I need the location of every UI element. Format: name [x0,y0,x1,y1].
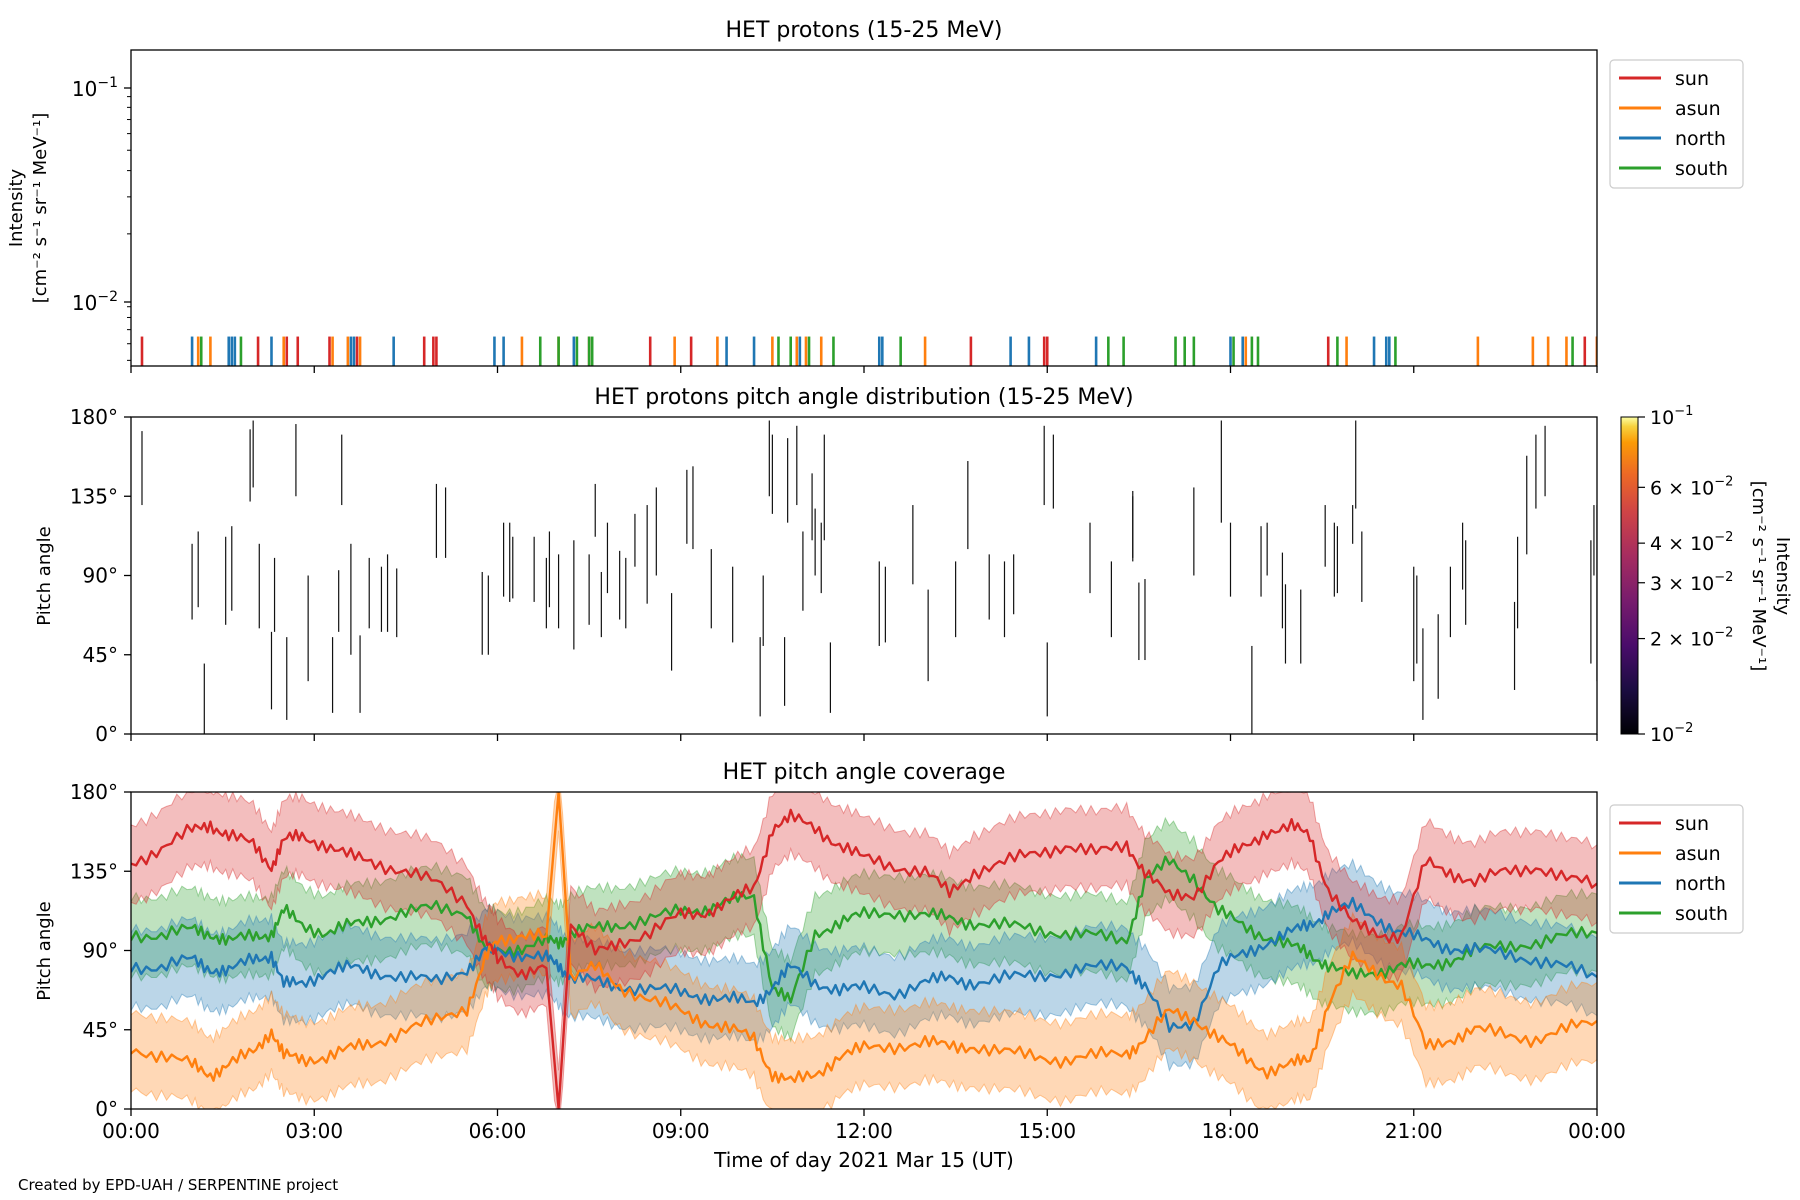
panel1-title: HET protons (15-25 MeV) [726,18,1003,43]
xtick-label: 15:00 [1018,1119,1076,1143]
panel1-xticks [130,366,1598,373]
legend3-sun: sun [1619,813,1709,835]
xtick-label: 06:00 [469,1119,527,1143]
ytick-label: 0° [95,1097,118,1121]
legend1-north-label: north [1675,128,1726,150]
panel1-ytick-label-2: 10−2 [72,289,118,315]
colorbar-tick-label: 10−1 [1650,404,1693,429]
colorbar-tick-label: 3 × 10−2 [1650,570,1733,595]
intensity-spikes [140,336,1597,366]
colorbar-tick-label: 2 × 10−2 [1650,626,1733,651]
legend3-asun-label: asun [1675,843,1721,865]
legend3-sun-label: sun [1675,813,1709,835]
legend1-south-label: south [1675,158,1728,180]
sun-band [131,792,1597,1109]
credit-footer: Created by EPD-UAH / SERPENTINE project [18,1176,339,1194]
sun-line [131,808,1597,1109]
ytick-label: 45° [83,1018,118,1042]
panel1-ytick-label-1: 10−1 [72,75,118,101]
panel3-xlabel: Time of day 2021 Mar 15 (UT) [713,1148,1014,1172]
north-band [131,857,1597,1072]
asun-line [131,792,1597,1084]
ytick-label: 135° [70,859,118,883]
legend3-asun: asun [1619,843,1721,865]
ytick-label: 45° [83,643,118,667]
colorbar-gradient [1620,416,1639,735]
legend1-sun: sun [1619,68,1709,90]
colorbar-label-line2: [cm⁻² s⁻¹ sr⁻¹ MeV⁻¹] [1748,481,1769,672]
panel3-yticks: 0° 45° 90° 135° 180° [70,780,131,1121]
legend1-asun-label: asun [1675,98,1721,120]
ytick-label: 180° [70,780,118,804]
colorbar-ticks: 10−1 6 × 10−2 4 × 10−2 3 × 10−2 2 × 10−2 10−2 [1638,404,1733,746]
xtick-label: 12:00 [835,1119,893,1143]
legend-panel1: sun asun north south [1609,59,1744,189]
asun-band [131,792,1597,1109]
xtick-label: 00:00 [102,1119,160,1143]
pad-segments [141,420,1597,734]
colorbar-tick-label: 4 × 10−2 [1650,530,1733,555]
legend1-north: north [1619,128,1726,150]
legend3-north: north [1619,873,1726,895]
xtick-label: 03:00 [285,1119,343,1143]
colorbar-tick-label: 10−2 [1650,721,1693,746]
panel-pitch-coverage: HET pitch angle coverage 0° 45° 90° 135° 180… [34,760,1744,1172]
panel2-title: HET protons pitch angle distribution (15… [594,385,1133,410]
panel3-title: HET pitch angle coverage [723,760,1006,785]
panel1-ylabel: Intensity [cm⁻² s⁻¹ sr⁻¹ MeV⁻¹] [6,113,51,304]
ytick-label: 90° [83,564,118,588]
xtick-label: 18:00 [1202,1119,1260,1143]
colorbar-label-line1: Intensity [1772,537,1793,616]
panel1-ytick-1: 10−1 [72,75,131,101]
legend1-sun-label: sun [1675,68,1709,90]
colorbar: 10−1 6 × 10−2 4 × 10−2 3 × 10−2 2 × 10−2 10−2… [1620,404,1793,746]
ytick-label: 0° [95,722,118,746]
ytick-label: 90° [83,939,118,963]
panel-intensity: HET protons (15-25 MeV) 10−1 10−2 Intens… [6,18,1744,373]
legend3-south: south [1619,903,1728,925]
south-line [131,855,1597,1004]
legend-panel3: sun asun north south [1609,804,1744,934]
panel2-yticks: 0° 45° 90° 135° 180° [70,405,131,746]
legend1-asun: asun [1619,98,1721,120]
panel1-ylabel-line2: [cm⁻² s⁻¹ sr⁻¹ MeV⁻¹] [30,113,51,304]
legend1-south: south [1619,158,1728,180]
panel-pitch-distribution: HET protons pitch angle distribution (15… [34,385,1793,746]
panel3-ylabel: Pitch angle [34,901,55,1000]
ytick-label: 180° [70,405,118,429]
colorbar-tick-label: 6 × 10−2 [1650,474,1733,499]
panel1-ylabel-line1: Intensity [6,168,27,247]
legend3-south-label: south [1675,903,1728,925]
coverage-bands [131,792,1597,1109]
panel2-xticks [130,734,1598,741]
ytick-label: 135° [70,484,118,508]
xtick-label: 00:00 [1568,1119,1626,1143]
legend3-north-label: north [1675,873,1726,895]
colorbar-label: Intensity [cm⁻² s⁻¹ sr⁻¹ MeV⁻¹] [1748,481,1793,672]
panel1-ytick-2: 10−2 [72,289,131,315]
xtick-label: 09:00 [652,1119,710,1143]
panel1-frame [130,49,1598,367]
coverage-lines [131,792,1597,1109]
north-line [131,896,1597,1033]
panel2-ylabel: Pitch angle [34,526,55,625]
xtick-label: 21:00 [1385,1119,1443,1143]
panel3-xticks: 00:00 03:00 06:00 09:00 12:00 15:00 18:00 21:00… [102,1109,1626,1143]
panel1-minor-ticks [127,96,131,361]
